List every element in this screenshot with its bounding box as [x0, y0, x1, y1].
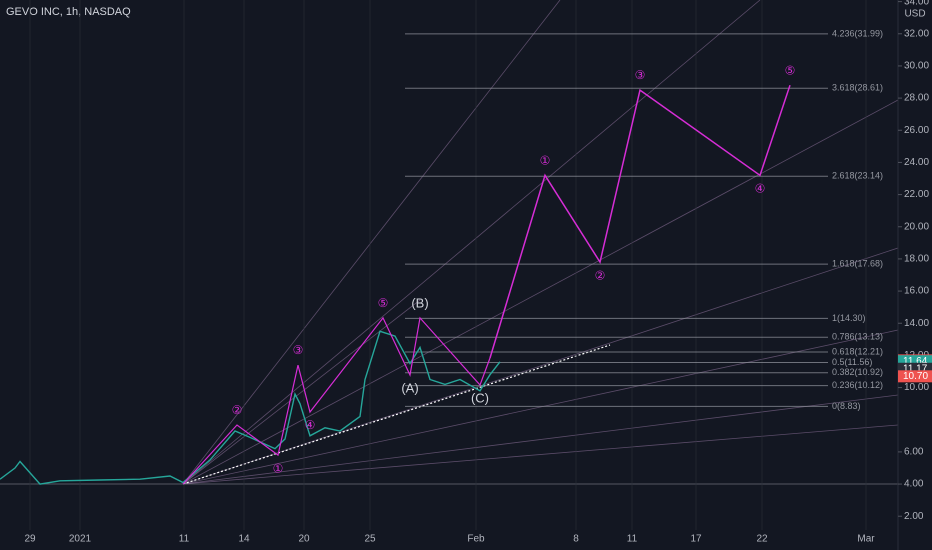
x-tick-label: 14	[238, 534, 250, 545]
y-tick-label: 2.00	[904, 511, 924, 522]
y-tick-label: 32.00	[904, 28, 929, 39]
x-tick-label: 22	[756, 534, 768, 545]
wave-label: (C)	[471, 390, 489, 405]
x-tick-label: 2021	[69, 534, 92, 545]
trend-line	[182, 344, 611, 485]
series-line	[489, 84, 791, 359]
price-label: 11.17	[903, 363, 928, 374]
fib-label: 1.618(17.68)	[832, 258, 883, 268]
fan-line	[182, 299, 421, 485]
fib-label: 0.382(10.92)	[832, 367, 883, 377]
wave-label: ③	[293, 343, 304, 357]
fan-line	[182, 99, 899, 485]
wave-label: ②	[595, 268, 606, 282]
x-tick-label: 8	[573, 534, 579, 545]
x-tick-label: 11	[627, 534, 638, 545]
fan-line	[182, 0, 561, 485]
y-tick-label: 6.00	[904, 447, 924, 458]
wave-label: ⑤	[785, 63, 796, 77]
y-tick-label: 10.00	[904, 382, 929, 393]
price-label: 11.64	[903, 356, 928, 367]
fib-label: 0.618(12.21)	[832, 346, 883, 356]
x-tick-label: 11	[179, 534, 190, 545]
x-tick-label: 20	[298, 534, 310, 545]
fib-label: 0(8.83)	[832, 401, 861, 411]
chart-title: GEVO INC, 1h, NASDAQ	[6, 6, 131, 18]
y-tick-label: 14.00	[904, 318, 929, 329]
wave-label: (B)	[411, 295, 428, 310]
fan-line	[182, 329, 899, 485]
y-tick-label: 26.00	[904, 125, 929, 136]
series-line	[0, 330, 501, 485]
y-tick-label: 28.00	[904, 93, 929, 104]
fan-line	[182, 394, 899, 485]
fib-label: 2.618(23.14)	[832, 171, 883, 181]
currency: USD	[904, 9, 925, 20]
fib-label: 1(14.30)	[832, 313, 866, 323]
x-tick-label: Mar	[857, 534, 875, 545]
wave-label: (A)	[401, 380, 418, 395]
wave-label: ⑤	[378, 296, 389, 310]
wave-label: ①	[540, 153, 551, 167]
y-tick-label: 30.00	[904, 61, 929, 72]
wave-label: ②	[232, 403, 243, 417]
fan-line	[182, 424, 899, 485]
y-tick-label: 4.00	[904, 479, 924, 490]
price-label: 10.70	[903, 371, 928, 382]
x-tick-label: 29	[24, 534, 36, 545]
y-tick-label: 16.00	[904, 286, 929, 297]
price-label-bg	[898, 370, 932, 383]
x-tick-label: Feb	[467, 534, 485, 545]
fib-label: 0.786(13.13)	[832, 332, 883, 342]
wave-label: ④	[305, 418, 316, 432]
wave-label: ①	[273, 461, 284, 475]
x-tick-label: 17	[690, 534, 702, 545]
x-tick-label: 25	[364, 534, 376, 545]
series-line	[182, 316, 491, 485]
fib-label: 0.5(11.56)	[832, 357, 872, 367]
fib-label: 3.618(28.61)	[832, 83, 883, 93]
wave-label: ③	[635, 68, 646, 82]
wave-label: ④	[755, 181, 766, 195]
fan-line	[182, 0, 761, 485]
y-tick-label: 20.00	[904, 221, 929, 232]
y-tick-label: 22.00	[904, 189, 929, 200]
fib-label: 0.236(10.12)	[832, 380, 883, 390]
y-tick-label: 18.00	[904, 254, 929, 265]
y-tick-label: 34.00	[904, 0, 929, 7]
y-tick-label: 24.00	[904, 157, 929, 168]
fib-label: 4.236(31.99)	[832, 28, 883, 38]
